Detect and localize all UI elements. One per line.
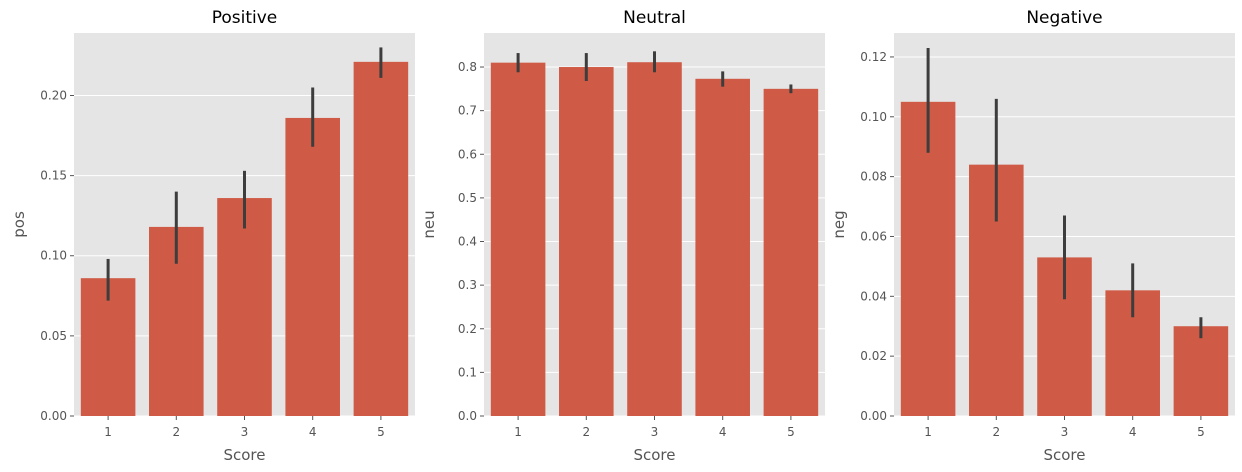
chart-panel-1: 0.00 0.05 0.10 0.15 0.20 1 2 3 4 5 Positive Score po…: [10, 8, 415, 464]
y-tick-label: 0.10: [860, 110, 887, 124]
chart-panel-3: 0.00 0.02 0.04 0.06 0.08 0.10 0.12 1 2 3 4 5 Negativ…: [830, 8, 1235, 464]
x-tick-label: 3: [241, 425, 249, 439]
bar-score-3: [217, 198, 272, 416]
y-tick-label: 0.10: [40, 249, 67, 263]
panel-title: Positive: [212, 8, 278, 28]
panel-title: Neutral: [623, 8, 686, 28]
y-tick-label: 0.7: [458, 104, 477, 118]
x-tick-label: 1: [104, 425, 112, 439]
panel-title: Negative: [1026, 8, 1102, 28]
y-tick-label: 0.4: [458, 235, 477, 249]
x-tick-label: 1: [924, 425, 932, 439]
bar-score-5: [353, 61, 409, 417]
x-tick-label: 2: [992, 425, 1000, 439]
bar-score-5: [763, 88, 819, 416]
x-tick-label: 4: [309, 425, 317, 439]
x-tick-label: 4: [1129, 425, 1137, 439]
chart-panel-2: 0.0 0.1 0.2 0.3 0.4 0.5 0.6 0.7 0.8 1 2 3 4 5 Neutral S…: [420, 8, 825, 464]
x-tick-label: 2: [172, 425, 180, 439]
y-tick-label: 0.8: [458, 60, 477, 74]
x-tick-label: 5: [377, 425, 385, 439]
x-axis-label: Score: [1043, 446, 1085, 464]
y-axis-label: neg: [830, 210, 848, 238]
bar-score-1: [900, 101, 956, 416]
bar-score-5: [1173, 326, 1229, 416]
y-tick-label: 0.2: [458, 322, 477, 336]
y-tick-label: 0.20: [40, 88, 67, 102]
y-tick-label: 0.05: [40, 329, 67, 343]
x-tick-label: 2: [582, 425, 590, 439]
y-tick-label: 0.15: [40, 169, 67, 183]
y-tick-label: 0.0: [458, 409, 477, 423]
y-tick-label: 0.00: [40, 409, 67, 423]
y-tick-label: 0.5: [458, 191, 477, 205]
x-tick-label: 5: [1197, 425, 1205, 439]
bar-score-4: [285, 117, 340, 417]
bar-score-2: [559, 67, 614, 416]
bar-score-4: [695, 78, 750, 416]
y-tick-label: 0.3: [458, 278, 477, 292]
y-tick-label: 0.04: [860, 289, 887, 303]
y-tick-label: 0.02: [860, 349, 887, 363]
x-tick-label: 4: [719, 425, 727, 439]
y-tick-label: 0.6: [458, 147, 477, 161]
y-axis-label: pos: [10, 211, 28, 238]
x-tick-label: 3: [651, 425, 659, 439]
x-tick-label: 5: [787, 425, 795, 439]
y-tick-label: 0.00: [860, 409, 887, 423]
x-axis-label: Score: [633, 446, 675, 464]
bar-score-1: [490, 62, 546, 416]
x-tick-label: 1: [514, 425, 522, 439]
bar-score-3: [627, 62, 682, 416]
x-tick-label: 3: [1061, 425, 1069, 439]
y-tick-label: 0.06: [860, 229, 887, 243]
y-tick-label: 0.08: [860, 170, 887, 184]
y-tick-label: 0.12: [860, 50, 887, 64]
x-axis-label: Score: [223, 446, 265, 464]
bar-score-1: [80, 278, 136, 416]
y-axis-label: neu: [420, 210, 438, 238]
y-tick-label: 0.1: [458, 365, 477, 379]
